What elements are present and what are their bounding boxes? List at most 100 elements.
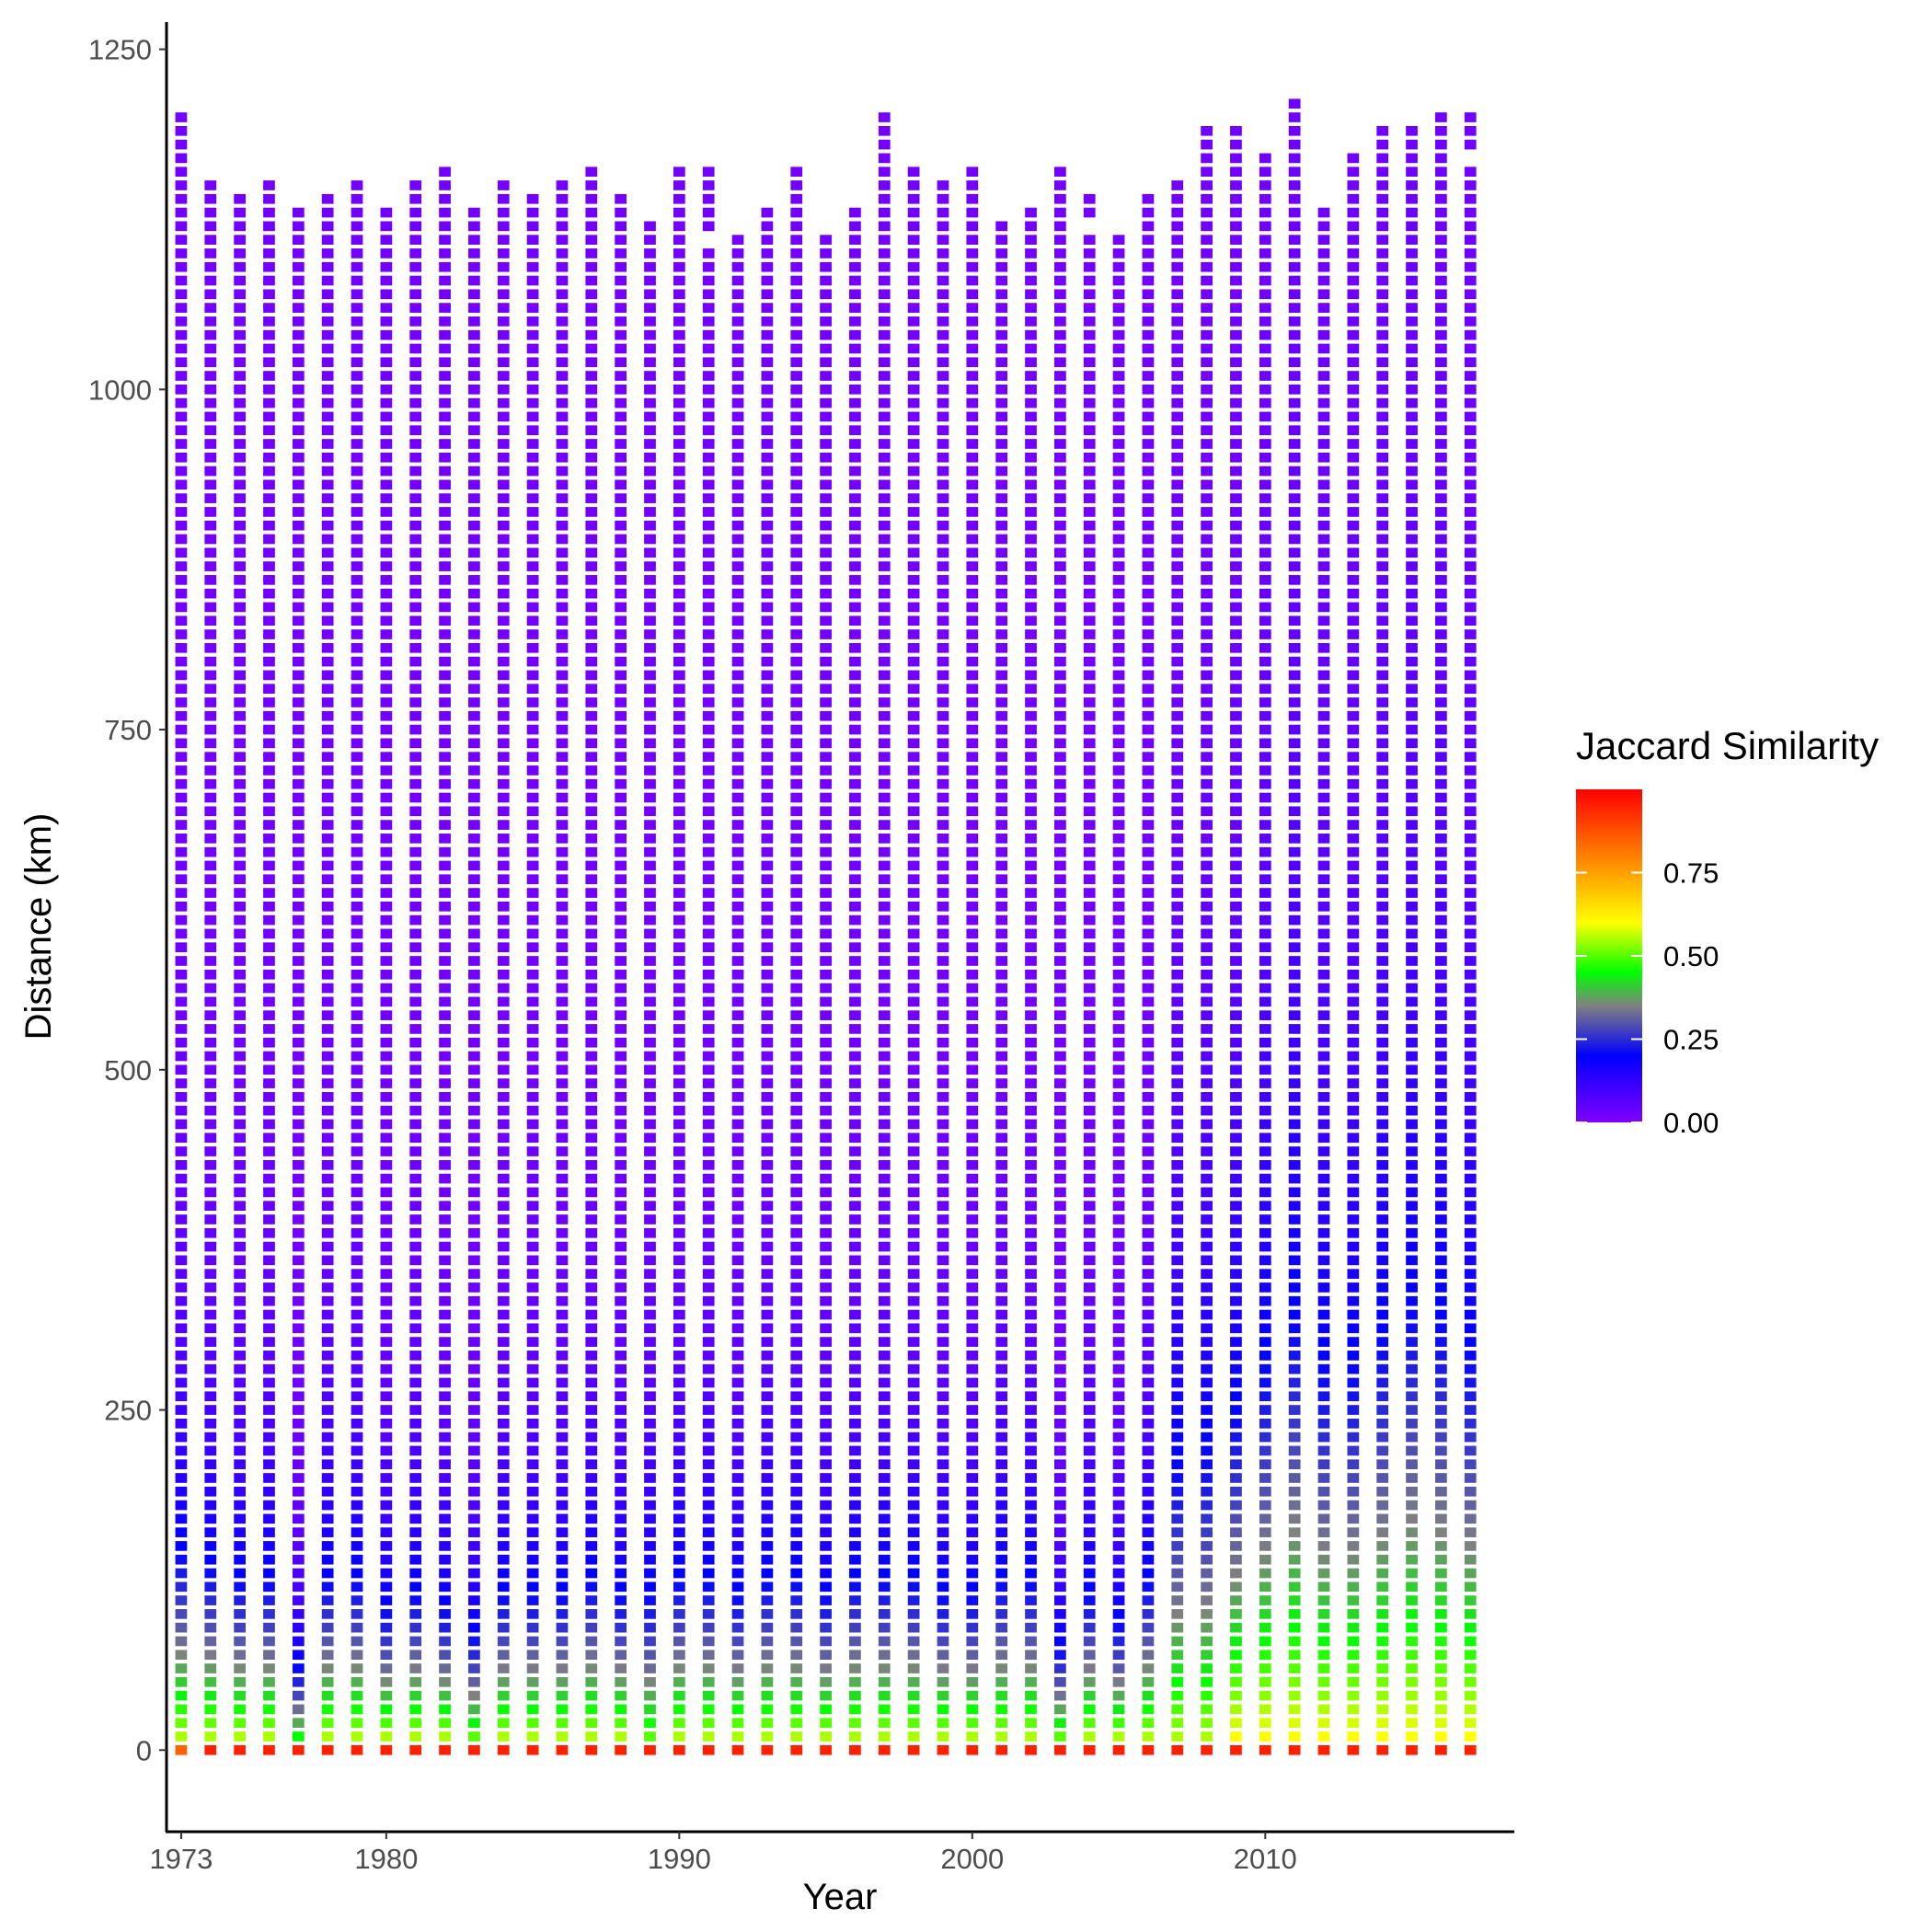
heatmap-cell [673, 697, 685, 707]
heatmap-cell [644, 1595, 656, 1605]
heatmap-cell [1259, 1500, 1271, 1511]
heatmap-cell [1025, 1241, 1037, 1252]
heatmap-cell [995, 1527, 1008, 1537]
heatmap-cell [937, 1473, 949, 1483]
heatmap-cell [1376, 1554, 1389, 1565]
heatmap-cell [351, 343, 363, 354]
heatmap-cell [761, 778, 774, 789]
heatmap-cell [761, 834, 774, 844]
heatmap-cell [849, 275, 861, 286]
heatmap-cell [1142, 1187, 1155, 1198]
heatmap-cell [615, 615, 627, 627]
heatmap-cell [351, 901, 363, 912]
heatmap-cell [380, 820, 393, 830]
heatmap-cell [1025, 1269, 1037, 1279]
heatmap-cell [1112, 846, 1125, 857]
heatmap-cell [1171, 329, 1184, 340]
heatmap-cell [644, 561, 656, 571]
heatmap-cell [439, 901, 451, 912]
heatmap-cell [409, 738, 422, 749]
heatmap-cell [1112, 1731, 1125, 1742]
heatmap-cell [907, 466, 920, 477]
heatmap-cell [1259, 684, 1271, 695]
heatmap-cell [820, 724, 832, 735]
heatmap-cell [878, 874, 891, 885]
heatmap-cell [1347, 329, 1360, 340]
heatmap-cell [1317, 1405, 1330, 1415]
heatmap-cell [1083, 615, 1096, 627]
heatmap-cell [175, 1486, 188, 1497]
heatmap-cell [1376, 710, 1389, 721]
heatmap-cell [673, 316, 685, 327]
heatmap-cell [1317, 507, 1330, 517]
heatmap-cell [1259, 1609, 1271, 1619]
heatmap-cell [615, 248, 627, 259]
heatmap-cell [731, 806, 744, 817]
heatmap-cell [820, 397, 832, 408]
heatmap-cell [1083, 261, 1096, 272]
heatmap-cell [615, 914, 627, 926]
heatmap-cell [1142, 1227, 1155, 1238]
heatmap-cell [351, 874, 363, 885]
heatmap-cell [673, 914, 685, 926]
heatmap-cell [175, 928, 188, 939]
heatmap-cell [439, 507, 451, 517]
heatmap-cell [1201, 1650, 1213, 1661]
heatmap-cell [790, 1092, 803, 1102]
heatmap-cell [175, 1405, 188, 1415]
heatmap-cell [673, 1609, 685, 1619]
heatmap-cell [1376, 520, 1389, 531]
heatmap-cell [497, 820, 510, 830]
heatmap-cell [790, 928, 803, 939]
heatmap-cell [1201, 615, 1213, 627]
heatmap-cell [1171, 561, 1184, 571]
heatmap-cell [292, 1676, 305, 1687]
heatmap-cell [1406, 1119, 1418, 1130]
heatmap-cell [731, 1010, 744, 1020]
heatmap-cell [1201, 697, 1213, 707]
heatmap-cell [234, 1568, 246, 1579]
heatmap-cell [1347, 397, 1360, 408]
heatmap-cell [526, 1609, 539, 1619]
heatmap-cell [673, 834, 685, 844]
heatmap-cell [556, 1704, 569, 1715]
heatmap-cell [1025, 1255, 1037, 1266]
heatmap-cell [995, 1744, 1008, 1755]
heatmap-cell [702, 329, 715, 340]
heatmap-cell [439, 1323, 451, 1334]
heatmap-cell [526, 1690, 539, 1701]
heatmap-cell [937, 1214, 949, 1225]
heatmap-cell [263, 235, 275, 245]
heatmap-cell [497, 656, 510, 667]
heatmap-cell [1201, 125, 1213, 136]
heatmap-cell [409, 914, 422, 926]
heatmap-cell [849, 834, 861, 844]
heatmap-cell [1288, 343, 1301, 354]
heatmap-cell [995, 1037, 1008, 1048]
heatmap-cell [526, 901, 539, 912]
heatmap-cell [615, 507, 627, 517]
heatmap-cell [1025, 778, 1037, 789]
heatmap-cell [1142, 1513, 1155, 1524]
heatmap-cell [556, 710, 569, 721]
heatmap-cell [526, 615, 539, 627]
heatmap-cell [907, 1351, 920, 1361]
heatmap-cell [761, 860, 774, 871]
heatmap-cell [556, 846, 569, 857]
heatmap-cell [1406, 1323, 1418, 1334]
heatmap-cell [1376, 1541, 1389, 1551]
heatmap-cell [761, 1037, 774, 1048]
heatmap-cell [966, 1092, 979, 1102]
heatmap-cell [1230, 1391, 1242, 1402]
heatmap-cell [234, 371, 246, 381]
heatmap-cell [1171, 235, 1184, 245]
heatmap-cell [175, 846, 188, 857]
heatmap-cell [321, 588, 334, 599]
heatmap-cell [497, 1568, 510, 1579]
heatmap-cell [234, 425, 246, 436]
heatmap-cell [380, 860, 393, 871]
heatmap-cell [292, 1554, 305, 1565]
heatmap-cell [937, 874, 949, 885]
heatmap-cell [497, 942, 510, 953]
heatmap-cell [731, 507, 744, 517]
